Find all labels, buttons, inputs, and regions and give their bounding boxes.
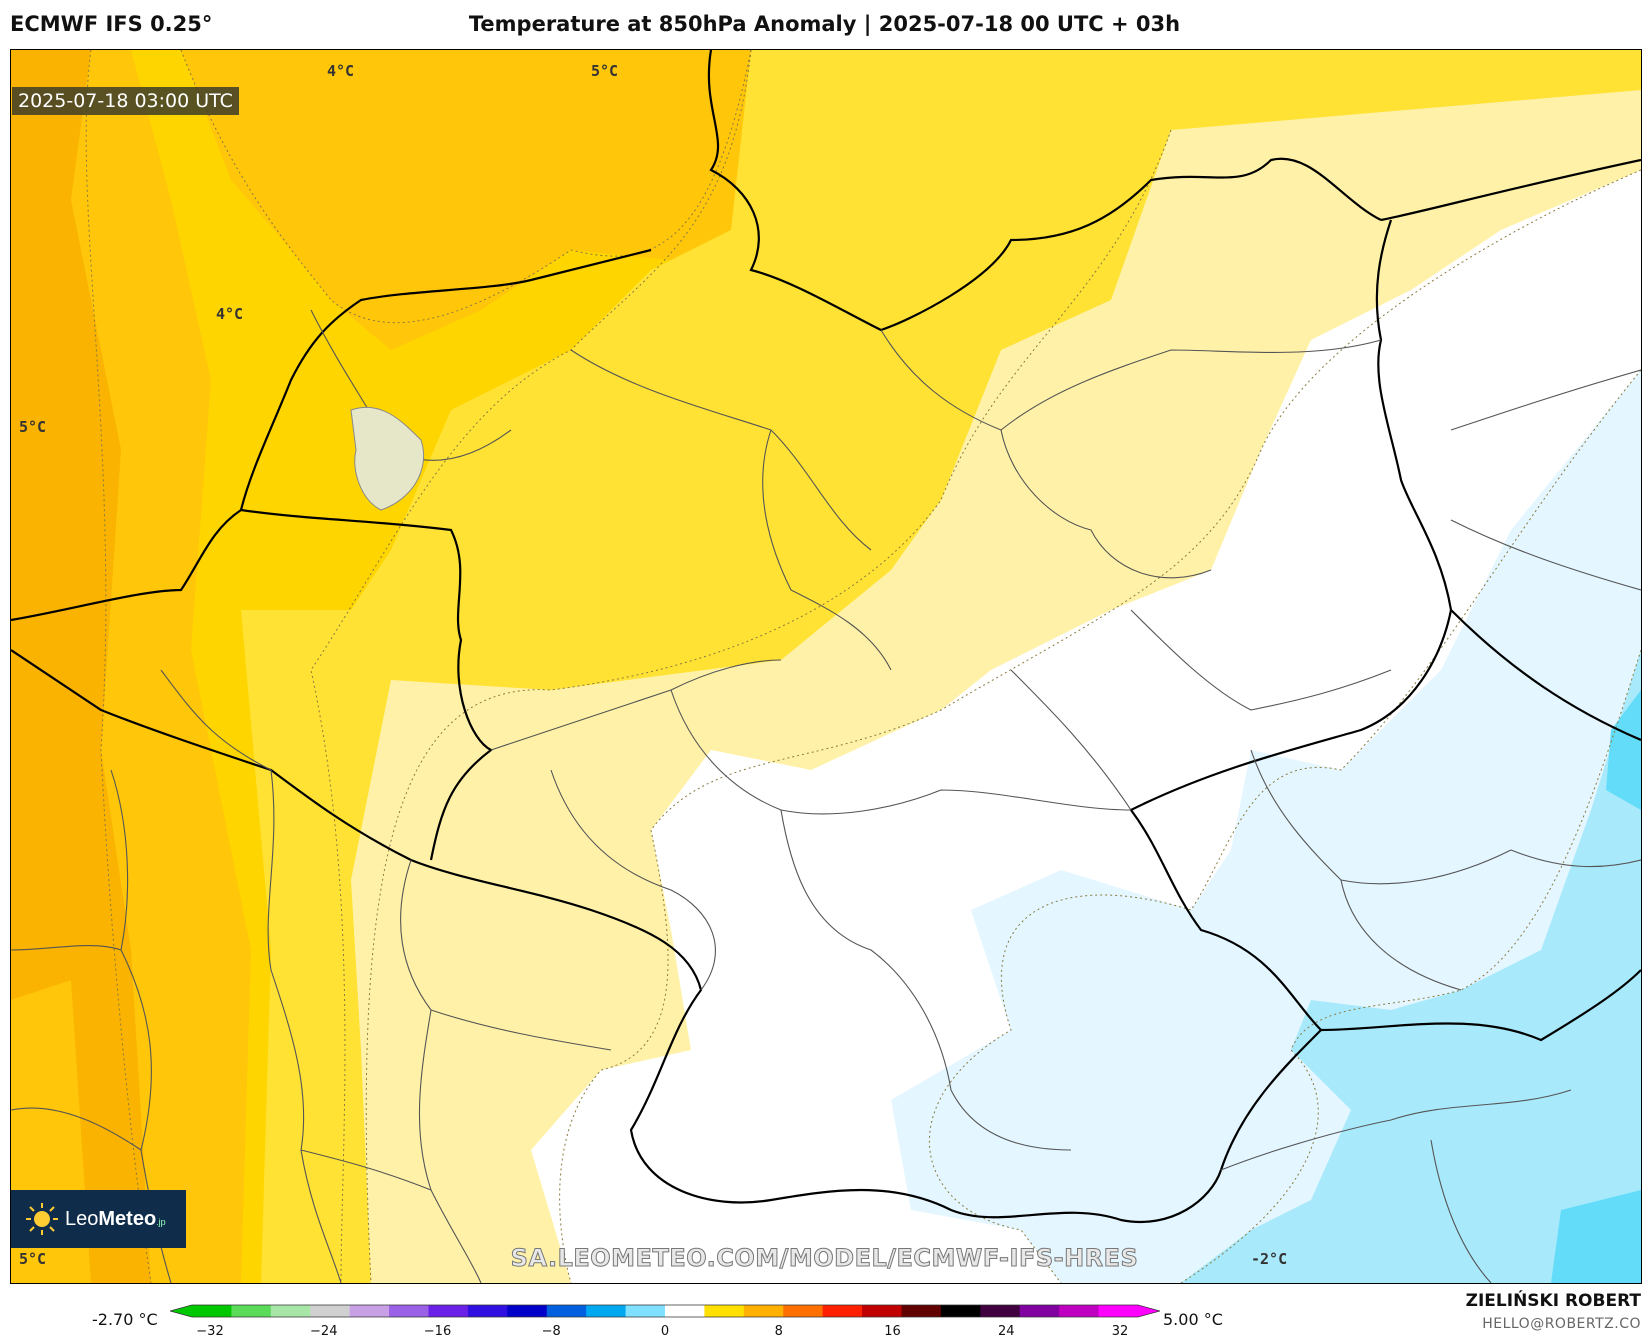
sun-icon: [25, 1202, 59, 1236]
regional-borders: [11, 309, 1641, 1283]
colorbar-segment: [467, 1305, 508, 1317]
colorbar-segment: [546, 1305, 587, 1317]
colorbar-segment: [428, 1305, 469, 1317]
contour-label-5c-north: 5°C: [591, 62, 619, 80]
colorbar-tick-label: 24: [997, 1324, 1015, 1339]
colorbar-segment: [1019, 1305, 1060, 1317]
logo-name-light: Leo: [65, 1207, 99, 1230]
field-minus-2: [1181, 650, 1641, 1283]
anomaly-map[interactable]: [11, 50, 1641, 1283]
colorbar-tick-label: 32: [1111, 1324, 1129, 1339]
colorbar-tick-label: 16: [884, 1324, 901, 1339]
colorbar-segment: [980, 1305, 1021, 1317]
logo-name-bold: Meteo: [98, 1207, 157, 1230]
source-watermark: SA.LEOMETEO.COM/MODEL/ECMWF-IFS-HRES: [510, 1244, 1139, 1273]
contour-label-4c-north: 4°C: [327, 62, 355, 80]
field-minus-3: [1551, 1190, 1641, 1283]
colorbar-segment: [310, 1305, 351, 1317]
field-plus-3-nw: [181, 50, 751, 350]
contour-label-5c-west: 5°C: [19, 418, 47, 436]
colorbar-segment: [743, 1305, 784, 1317]
colorbar-segment: [625, 1305, 666, 1317]
colorbar-tick-label: 8: [774, 1324, 783, 1339]
contour-label-5c-sw: 5°C: [19, 1250, 47, 1268]
model-name: ECMWF IFS 0.25°: [10, 12, 213, 36]
colorbar-left-arrow: [170, 1305, 192, 1317]
colorbar-segment: [783, 1305, 824, 1317]
colorbar-segment: [389, 1305, 429, 1317]
country-borders: [11, 50, 1641, 1223]
colorbar-tick-label: −8: [541, 1324, 561, 1339]
field-minus-3-e: [1606, 690, 1641, 810]
colorbar-max-label: 5.00 °C: [1163, 1310, 1223, 1329]
colorbar-segment: [940, 1305, 981, 1317]
author-name: ZIELIŃSKI ROBERT: [1465, 1291, 1641, 1311]
contour-label-4c-west: 4°C: [216, 305, 244, 323]
colorbar-right-arrow: [1138, 1305, 1160, 1317]
contour-label-minus-2c: -2°C: [1251, 1250, 1288, 1268]
colorbar-segment: [231, 1305, 272, 1317]
colorbar-segment: [349, 1305, 390, 1317]
field-plus-2-sw: [241, 610, 371, 1283]
colorbar-min-label: -2.70 °C: [92, 1310, 158, 1329]
colorbar-segment: [1059, 1305, 1100, 1317]
colorbar-segment: [1098, 1305, 1139, 1317]
logo-wordmark: LeoMeteo.jp: [65, 1208, 166, 1231]
colorbar-segment: [862, 1305, 902, 1317]
colorbar-segment: [665, 1305, 705, 1317]
colorbar-tick-label: −24: [310, 1324, 338, 1339]
colorbar-scale: [170, 1304, 1160, 1318]
ijsselmeer: [350, 406, 425, 511]
colorbar: -2.70 °C −32 −24 −16 −8 0 8 16 24 32 5.00 °C: [0, 1296, 1649, 1339]
colorbar-outline: [170, 1304, 1160, 1318]
colorbar-segment: [270, 1305, 311, 1317]
map-panel[interactable]: 4°C 5°C 4°C 5°C 5°C -2°C: [10, 49, 1642, 1284]
colorbar-tick-label: 0: [660, 1324, 670, 1339]
valid-time-badge: 2025-07-18 03:00 UTC: [12, 87, 239, 115]
logo-suffix: .jp: [156, 1216, 166, 1227]
colorbar-segment: [192, 1305, 232, 1317]
leometeo-logo[interactable]: LeoMeteo.jp: [11, 1190, 186, 1248]
author-email[interactable]: HELLO@ROBERTZ.CO: [1482, 1316, 1641, 1332]
colorbar-segment: [704, 1305, 745, 1317]
colorbar-segment: [901, 1305, 942, 1317]
colorbar-tick-label: −16: [423, 1324, 452, 1339]
colorbar-tick-label: −32: [196, 1324, 224, 1339]
colorbar-segment: [507, 1305, 548, 1317]
chart-title: Temperature at 850hPa Anomaly | 2025-07-…: [468, 12, 1181, 36]
contour-lines: [85, 50, 1641, 1283]
colorbar-segment: [822, 1305, 863, 1317]
colorbar-segment: [586, 1305, 627, 1317]
